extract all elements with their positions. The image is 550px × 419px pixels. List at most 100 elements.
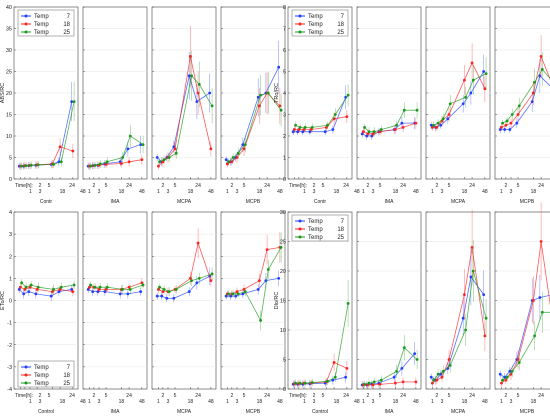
data-point [302, 128, 306, 131]
data-point [89, 164, 92, 168]
y-axis-label: ETo/RC [0, 291, 6, 310]
data-point [392, 375, 396, 379]
data-point [323, 130, 327, 134]
legend-value: 7 [67, 14, 71, 20]
legend-value: 25 [63, 381, 70, 387]
x-tick-label: 24 [126, 183, 132, 189]
data-point [401, 126, 405, 129]
panel-title: Control [38, 409, 54, 414]
data-point [298, 126, 302, 129]
data-point [229, 294, 233, 298]
data-point [297, 128, 301, 131]
panel-title: MCPA [451, 409, 466, 414]
data-point [394, 381, 397, 385]
data-point [333, 113, 337, 116]
data-point [400, 366, 404, 370]
data-point [379, 378, 383, 382]
legend-marker [24, 373, 28, 377]
x-tick-label: 5 [174, 183, 177, 189]
data-point [464, 95, 467, 99]
x-tick-label: 24 [195, 393, 201, 399]
data-point [332, 117, 336, 121]
data-point [482, 293, 486, 296]
data-point [190, 74, 194, 78]
data-point [266, 268, 270, 271]
x-tick-label: 5 [517, 393, 520, 399]
data-point [326, 123, 329, 127]
x-tick-label: 5 [322, 183, 325, 189]
data-point [414, 380, 418, 384]
data-point [195, 100, 199, 103]
data-point [189, 55, 192, 58]
panel-title: MCPB [246, 199, 261, 205]
x-tick-label: 1 [226, 189, 229, 195]
panel-title: MCPA [177, 409, 192, 414]
x-axis-title: Time[h]: [15, 393, 33, 399]
data-point [310, 381, 314, 384]
y-tick-label: 15 [6, 113, 12, 119]
data-point [96, 290, 100, 294]
legend-marker [298, 235, 302, 239]
y-tick-label: -3 [7, 365, 12, 371]
data-point [517, 361, 521, 364]
legend-label: Temp [34, 365, 49, 371]
data-point [256, 288, 260, 291]
x-tick-label: 1 [303, 189, 306, 195]
data-point [29, 163, 33, 167]
data-point [234, 294, 238, 298]
data-point [197, 276, 201, 280]
data-point [172, 296, 176, 300]
x-tick-label: 5 [105, 393, 108, 399]
legend-label: Temp [34, 30, 49, 36]
data-point [517, 104, 521, 108]
y-tick-label: 0 [283, 387, 286, 393]
x-tick-label: 3 [39, 399, 42, 405]
y-tick-label: -4 [7, 387, 12, 393]
data-point [484, 316, 488, 320]
data-point [139, 290, 143, 294]
y-axis-label: Dlo/RC [274, 292, 280, 310]
data-point [484, 72, 488, 76]
data-point [126, 292, 130, 296]
x-tick-label: 1 [29, 399, 32, 405]
x-tick-label: 2 [313, 393, 316, 399]
x-tick-label: 24 [69, 393, 75, 399]
x-tick-label: 2 [435, 393, 438, 399]
data-point [241, 143, 245, 147]
data-point [52, 288, 55, 291]
y-tick-label: -1 [7, 321, 12, 327]
data-point [141, 143, 145, 147]
data-point [441, 369, 445, 373]
data-point [431, 126, 434, 129]
data-point [370, 134, 374, 138]
x-tick-label: 5 [379, 393, 382, 399]
legend-label: Temp [34, 381, 49, 387]
legend-value: 25 [63, 30, 70, 36]
panel-title: MCPA [451, 199, 466, 205]
data-point [516, 113, 520, 116]
data-point [539, 55, 543, 58]
data-point [503, 128, 507, 131]
data-point [72, 283, 76, 287]
x-tick-label: 48 [482, 189, 488, 195]
x-tick-label: 2 [161, 183, 164, 189]
data-point [509, 121, 513, 125]
y-tick-label: 0 [283, 177, 286, 183]
x-tick-label: 24 [400, 183, 406, 189]
legend-marker [298, 227, 302, 231]
data-point [231, 156, 235, 159]
data-point [127, 285, 131, 289]
data-point [301, 130, 305, 134]
x-tick-label: 18 [393, 399, 399, 405]
data-point [155, 294, 159, 298]
data-point [89, 283, 92, 287]
legend-marker [298, 219, 302, 223]
data-point [435, 378, 439, 382]
panel-title: MCPB [520, 409, 535, 414]
x-tick-label: 1 [226, 399, 229, 405]
data-point [439, 123, 443, 127]
data-point [379, 128, 383, 131]
data-point [121, 156, 124, 159]
data-point [395, 123, 398, 127]
x-tick-label: 3 [98, 399, 101, 405]
